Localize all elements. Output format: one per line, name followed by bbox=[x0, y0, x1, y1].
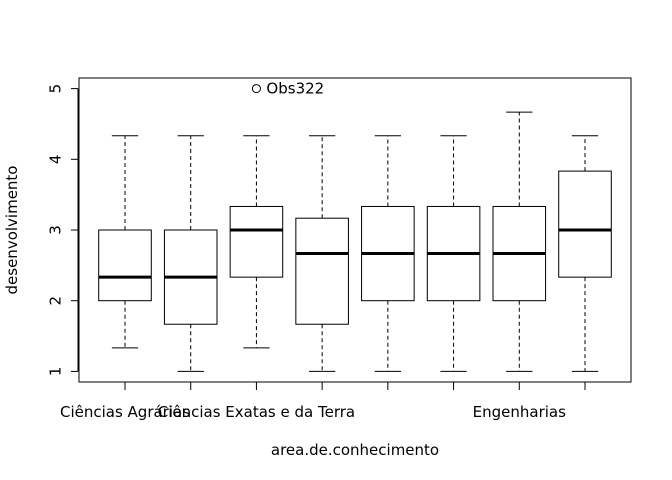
plot-frame bbox=[78, 77, 632, 383]
box-8 bbox=[558, 170, 612, 278]
box-3 bbox=[229, 205, 284, 278]
outlier-point-3-1 bbox=[251, 84, 261, 94]
box-group-7 bbox=[492, 111, 547, 372]
y-tick-label-3: 3 bbox=[46, 225, 64, 235]
y-tick-label-2: 2 bbox=[46, 296, 64, 306]
x-tick-label-7: Engenharias bbox=[473, 403, 566, 421]
box-group-1 bbox=[98, 135, 152, 349]
box-group-4 bbox=[295, 135, 349, 372]
y-tick-label-4: 4 bbox=[46, 155, 64, 165]
box-group-8 bbox=[558, 135, 612, 372]
x-tick-label-1: Ciências Agrárias bbox=[60, 403, 190, 421]
x-axis-label: area.de.conhecimento bbox=[271, 441, 439, 459]
y-axis: 1 2 3 4 5 bbox=[46, 84, 79, 377]
chart-marks: Obs322 bbox=[98, 80, 612, 372]
box-group-3: Obs322 bbox=[229, 80, 324, 349]
y-axis-label: desenvolvimento bbox=[3, 166, 21, 295]
y-tick-label-1: 1 bbox=[46, 367, 64, 377]
box-group-2 bbox=[163, 135, 218, 372]
outlier-label-3-1: Obs322 bbox=[266, 80, 324, 98]
box-1 bbox=[98, 229, 152, 302]
box-group-5 bbox=[361, 135, 415, 372]
box-group-6 bbox=[426, 135, 481, 372]
box-4 bbox=[295, 217, 349, 325]
y-tick-label-5: 5 bbox=[46, 84, 64, 94]
x-tick-label-3: Ciências Exatas e da Terra bbox=[158, 403, 355, 421]
